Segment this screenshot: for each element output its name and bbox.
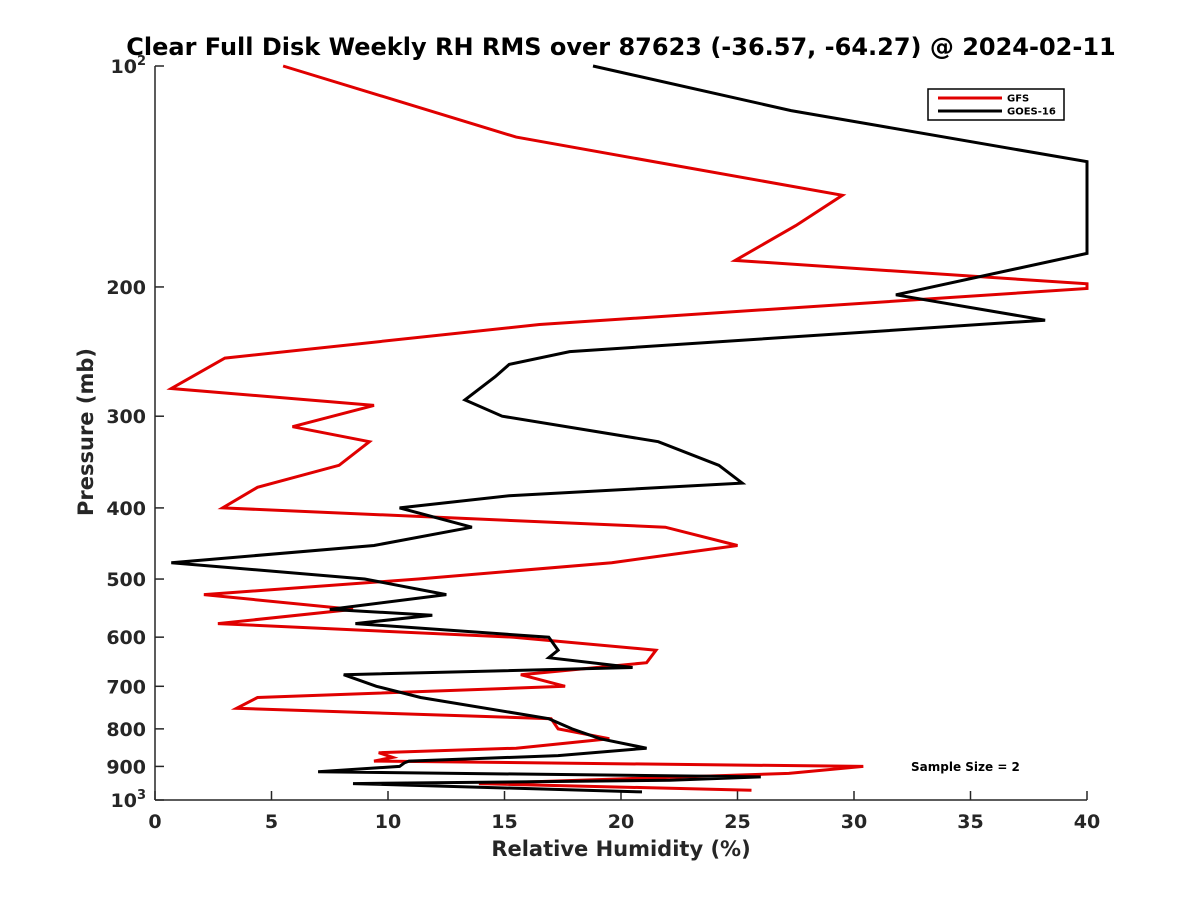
y-tick-label: 400: [106, 498, 146, 520]
y-tick-label: 700: [106, 676, 146, 698]
x-tick-label: 30: [841, 811, 867, 833]
x-tick-label: 20: [608, 811, 634, 833]
chart-title: Clear Full Disk Weekly RH RMS over 87623…: [126, 33, 1115, 61]
x-tick-label: 0: [148, 811, 161, 833]
plot-axes: 0 5 10 15 20 25 30 35 40 102 200 300 400 500 600 700 800…: [106, 54, 1100, 833]
x-axis-label: Relative Humidity (%): [491, 837, 750, 861]
x-tick-label: 5: [265, 811, 278, 833]
series-line-goes-16: [171, 64, 1089, 794]
y-axis-label: Pressure (mb): [74, 348, 98, 516]
y-tick-label: 300: [106, 406, 146, 428]
x-tick-label: 15: [491, 811, 517, 833]
legend: GFS GOES-16: [927, 88, 1065, 121]
y-tick-label: 200: [106, 277, 146, 299]
sample-size-annotation: Sample Size = 2: [911, 760, 1020, 774]
y-tick-label: 102: [111, 54, 147, 78]
x-tick-label: 35: [957, 811, 983, 833]
legend-box: [927, 88, 1065, 121]
y-tick-label: 900: [106, 756, 146, 778]
series-line-gfs: [166, 64, 1089, 792]
y-tick-label: 103: [111, 788, 147, 812]
series-layer: [166, 64, 1089, 794]
x-tick-label: 40: [1074, 811, 1100, 833]
y-tick-label: 500: [106, 569, 146, 591]
legend-label-gfs: GFS: [1007, 94, 1029, 105]
legend-label-goes16: GOES-16: [1007, 107, 1056, 118]
y-tick-label: 800: [106, 719, 146, 741]
x-tick-label: 25: [724, 811, 750, 833]
y-tick-label: 600: [106, 627, 146, 649]
x-tick-label: 10: [375, 811, 401, 833]
